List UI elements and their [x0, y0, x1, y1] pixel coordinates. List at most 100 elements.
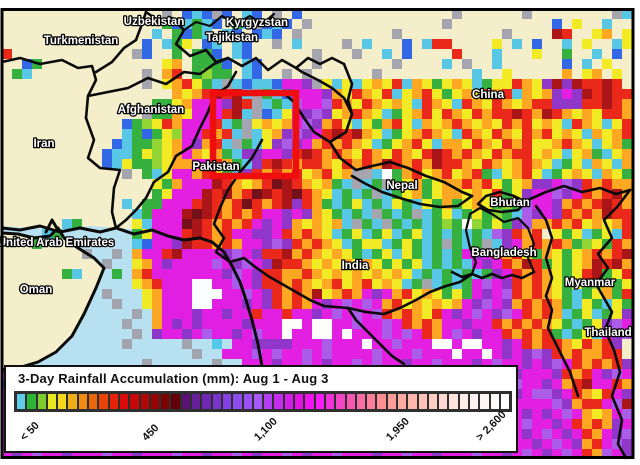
- country-label: Afghanistan: [118, 104, 184, 116]
- legend-color-cell: [222, 394, 232, 409]
- country-label: Thailand: [584, 327, 631, 339]
- country-border: [84, 116, 122, 230]
- legend-color-cell: [78, 394, 88, 409]
- legend-color-cell: [37, 394, 46, 409]
- country-label: Nepal: [386, 180, 417, 192]
- country-label: Oman: [20, 284, 53, 296]
- legend-color-cell: [325, 394, 335, 409]
- country-label: India: [342, 260, 369, 272]
- legend-color-cell: [47, 394, 57, 409]
- legend-panel: 3-Day Rainfall Accumulation (mm): Aug 1 …: [4, 365, 518, 453]
- legend-color-cell: [212, 394, 221, 409]
- country-border: [526, 184, 632, 202]
- country-border: [602, 296, 628, 460]
- legend-color-cell: [27, 394, 36, 409]
- country-border: [328, 140, 474, 198]
- legend-color-cell: [284, 394, 294, 409]
- legend-color-cell: [99, 394, 108, 409]
- country-border: [252, 264, 350, 310]
- legend-color-cell: [367, 394, 376, 409]
- legend-color-cell: [202, 394, 211, 409]
- legend-color-cell: [109, 394, 118, 409]
- country-label: Uzbekistan: [124, 16, 185, 28]
- oman-peninsula: [2, 228, 104, 372]
- country-border: [534, 204, 554, 298]
- map-frame: [0, 8, 635, 459]
- highlight-box: [209, 89, 300, 180]
- legend-color-cell: [336, 394, 345, 409]
- legend-color-cell: [171, 394, 180, 409]
- country-border: [476, 190, 528, 214]
- country-border: [44, 218, 60, 234]
- legend-color-cell: [68, 394, 77, 409]
- legend-color-cell: [500, 394, 510, 409]
- country-label: Turkmenistan: [44, 35, 119, 47]
- country-border: [544, 294, 580, 398]
- legend-color-cell: [315, 394, 324, 409]
- country-border: [94, 10, 148, 74]
- legend-color-cell: [17, 394, 26, 409]
- legend-color-cell: [58, 394, 67, 409]
- country-border: [144, 10, 346, 72]
- country-border: [346, 272, 474, 316]
- legend-color-cell: [89, 394, 98, 409]
- legend-color-cell: [192, 394, 201, 409]
- country-border: [210, 240, 264, 368]
- country-border: [212, 138, 264, 268]
- country-label: Pakistan: [192, 161, 239, 173]
- legend-color-cell: [377, 394, 386, 409]
- legend-color-cell: [253, 394, 263, 409]
- legend-color-cell: [397, 394, 407, 409]
- legend-tick-labels: < 50 450 1,100 1,950 > 2,600: [6, 367, 516, 451]
- legend-color-cell: [439, 394, 448, 409]
- legend-tick: < 50: [18, 419, 42, 444]
- legend-color-cell: [181, 394, 191, 409]
- country-border: [0, 56, 98, 120]
- country-border: [86, 56, 230, 98]
- country-label: China: [472, 89, 505, 101]
- country-label: Kyrgyzstan: [226, 17, 288, 29]
- legend-title: 3-Day Rainfall Accumulation (mm): Aug 1 …: [18, 371, 329, 386]
- legend-color-cell: [356, 394, 366, 409]
- legend-tick: 1,950: [384, 415, 412, 444]
- legend-color-cell: [346, 394, 355, 409]
- country-border: [468, 206, 536, 274]
- country-border: [450, 270, 536, 280]
- legend-tick: > 2,600: [474, 408, 509, 444]
- legend-colorbar: [14, 391, 512, 412]
- country-border: [464, 212, 478, 276]
- legend-color-cell: [408, 394, 417, 409]
- legend-color-cell: [490, 394, 499, 409]
- legend-tick: 450: [140, 422, 162, 444]
- legend-color-cell: [274, 394, 283, 409]
- legend-color-cell: [140, 394, 149, 409]
- legend-color-cell: [119, 394, 129, 409]
- country-label: Bhutan: [490, 197, 530, 209]
- legend-color-cell: [295, 394, 304, 409]
- legend-color-cell: [480, 394, 489, 409]
- legend-color-cell: [305, 394, 314, 409]
- country-label: Tajikistan: [206, 32, 258, 44]
- legend-color-cell: [264, 394, 273, 409]
- country-label: Bangladesh: [471, 247, 536, 259]
- country-label: Iran: [33, 138, 54, 150]
- legend-color-cell: [470, 394, 479, 409]
- legend-color-cell: [233, 394, 242, 409]
- country-label: Myanmar: [565, 277, 616, 289]
- country-border: [182, 12, 276, 32]
- legend-tick: 1,100: [252, 415, 280, 444]
- country-border: [342, 62, 354, 116]
- country-border: [0, 224, 214, 244]
- country-border: [594, 188, 632, 300]
- legend-color-cell: [150, 394, 160, 409]
- country-border: [350, 174, 474, 209]
- country-border: [346, 306, 406, 366]
- legend-color-cell: [428, 394, 438, 409]
- country-label: United Arab Emirates: [0, 237, 114, 249]
- legend-color-cell: [387, 394, 396, 409]
- country-border: [0, 226, 106, 372]
- legend-color-cell: [130, 394, 139, 409]
- legend-color-cell: [161, 394, 170, 409]
